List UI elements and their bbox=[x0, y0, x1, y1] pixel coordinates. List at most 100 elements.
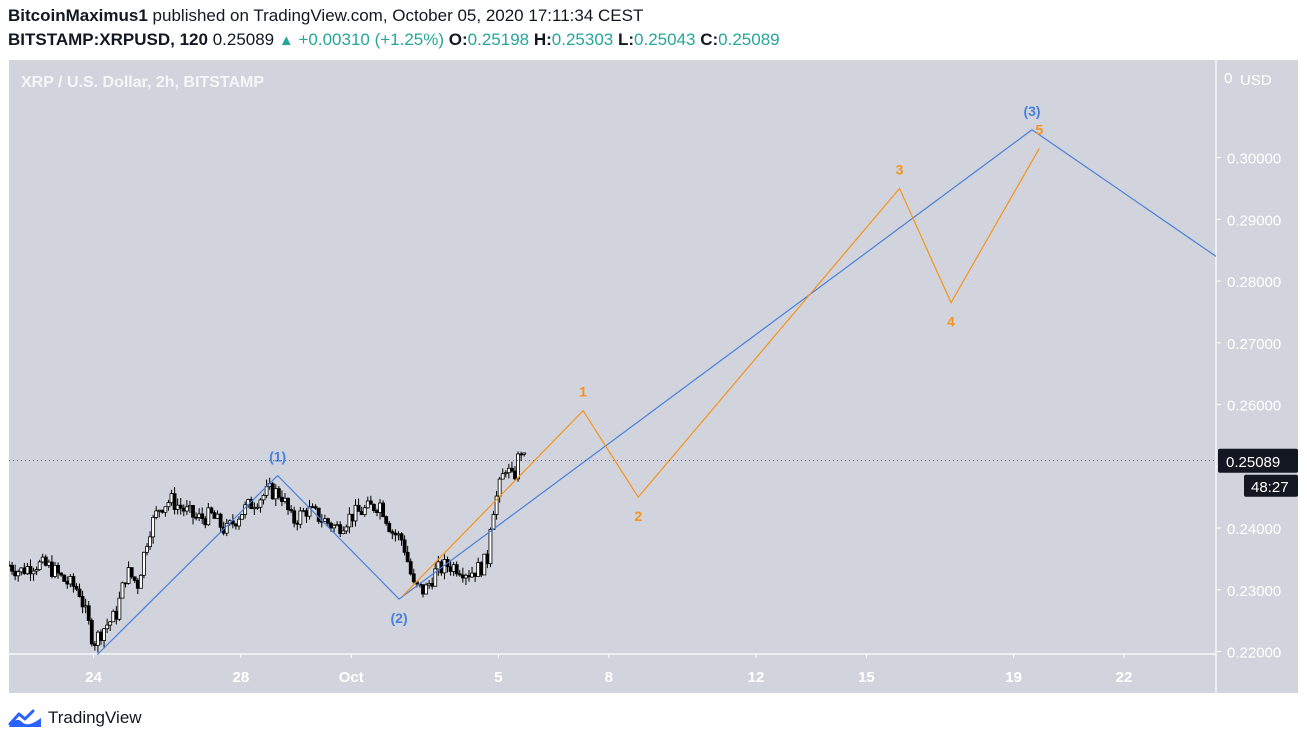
candle-body bbox=[105, 624, 110, 630]
candle-body bbox=[396, 533, 401, 536]
candle-body bbox=[184, 506, 189, 512]
wave-label: 1 bbox=[579, 384, 587, 400]
candle-body bbox=[510, 467, 514, 472]
x-tick-label: 24 bbox=[85, 669, 102, 686]
candle-body bbox=[491, 514, 496, 530]
candle-body bbox=[169, 493, 174, 504]
candle-body bbox=[31, 570, 36, 575]
x-tick-label: 12 bbox=[748, 669, 765, 686]
candle-body bbox=[166, 502, 171, 508]
y-tick-label: 0.29000 bbox=[1227, 212, 1281, 229]
author-name[interactable]: BitcoinMaximus1 bbox=[8, 6, 148, 25]
candle-body bbox=[451, 564, 456, 572]
y-axis-top-label: 0 bbox=[1224, 70, 1232, 87]
candle-body bbox=[68, 576, 73, 585]
candle-body bbox=[203, 518, 208, 526]
candle-body bbox=[200, 513, 205, 519]
candle-body bbox=[411, 573, 416, 583]
candle-body bbox=[283, 497, 287, 502]
candle-body bbox=[421, 584, 425, 595]
candle-body bbox=[46, 561, 51, 566]
candle-body bbox=[142, 551, 146, 576]
candle-body bbox=[16, 571, 21, 577]
candle-body bbox=[19, 567, 24, 573]
candle-body bbox=[350, 513, 355, 522]
candle-body bbox=[50, 561, 54, 577]
candle-body bbox=[460, 574, 465, 579]
candle-body bbox=[448, 566, 453, 572]
candle-body bbox=[188, 505, 192, 508]
candle-body bbox=[270, 483, 275, 500]
wave-label: 2 bbox=[634, 508, 642, 524]
candle-body bbox=[123, 582, 128, 585]
wave-label: 5 bbox=[1035, 121, 1043, 137]
candle-body bbox=[145, 546, 149, 553]
last-price-tag-label: 0.25089 bbox=[1226, 454, 1280, 471]
candle-body bbox=[513, 470, 517, 480]
candle-body bbox=[298, 510, 303, 525]
orange-wave-line bbox=[402, 147, 1040, 597]
candle-body bbox=[43, 556, 48, 566]
candle-body bbox=[375, 510, 379, 513]
candle-body bbox=[378, 502, 382, 513]
ohlc-bar: BITSTAMP:XRPUSD, 120 0.25089 ▲ +0.00310 … bbox=[8, 30, 780, 50]
candle-body bbox=[34, 569, 39, 572]
x-tick-label: 22 bbox=[1116, 669, 1133, 686]
candle-body bbox=[393, 532, 398, 536]
candle-body bbox=[126, 567, 131, 584]
candle-body bbox=[129, 567, 134, 578]
candle-body bbox=[301, 510, 306, 513]
candle-body bbox=[77, 588, 82, 597]
candle-body bbox=[368, 500, 373, 505]
candle-body bbox=[313, 506, 318, 509]
candle-body bbox=[295, 522, 300, 525]
candle-body bbox=[102, 628, 106, 641]
candle-body bbox=[353, 504, 358, 522]
candle-body bbox=[467, 574, 471, 578]
candle-body bbox=[427, 582, 432, 586]
footer-brand[interactable]: TradingView bbox=[8, 708, 142, 728]
candle-body bbox=[454, 564, 459, 575]
candle-body bbox=[362, 507, 367, 516]
open-label: O: bbox=[448, 30, 468, 49]
candle-body bbox=[215, 513, 220, 519]
candle-body bbox=[503, 472, 508, 475]
candle-body bbox=[341, 530, 346, 534]
candle-body bbox=[482, 553, 487, 576]
price-chart[interactable]: 0.30000 0.29000 0.28000 0.27000 0.26000 0.250… bbox=[9, 60, 1298, 693]
candle-body bbox=[62, 574, 67, 582]
candle-body bbox=[338, 524, 343, 534]
y-tick-label: 0.28000 bbox=[1227, 274, 1281, 291]
candle-body bbox=[516, 453, 520, 480]
y-tick-label: 0.27000 bbox=[1227, 336, 1281, 353]
last-price: 0.25089 bbox=[212, 30, 275, 49]
candle-body bbox=[356, 504, 361, 512]
wave-label: 4 bbox=[947, 314, 955, 330]
candle-body bbox=[194, 516, 198, 519]
candle-body bbox=[151, 516, 156, 538]
candle-body bbox=[37, 561, 42, 571]
chart-canvas[interactable]: 0.30000 0.29000 0.28000 0.27000 0.26000 0.250… bbox=[9, 60, 1298, 693]
candle-body bbox=[99, 631, 103, 641]
candle-body bbox=[148, 536, 152, 548]
candle-body bbox=[405, 551, 410, 563]
candle-body bbox=[191, 505, 195, 518]
candle-body bbox=[473, 572, 478, 577]
candle-body bbox=[408, 561, 413, 575]
candle-body bbox=[497, 478, 502, 497]
candle-body bbox=[59, 572, 64, 576]
candle-body bbox=[494, 495, 499, 515]
y-tick-label: 0.26000 bbox=[1227, 398, 1281, 415]
candle-body bbox=[83, 605, 88, 608]
candle-body bbox=[163, 506, 168, 513]
y-tick-label: 0.30000 bbox=[1227, 151, 1281, 168]
candle-body bbox=[359, 510, 364, 516]
tradingview-logo-icon bbox=[8, 709, 41, 727]
candle-body bbox=[289, 509, 294, 512]
countdown-tag bbox=[1244, 474, 1298, 497]
candle-body bbox=[86, 605, 91, 621]
candle-body bbox=[80, 596, 85, 608]
candle-body bbox=[255, 506, 260, 509]
candle-body bbox=[252, 507, 257, 510]
open-value: 0.25198 bbox=[467, 30, 530, 49]
